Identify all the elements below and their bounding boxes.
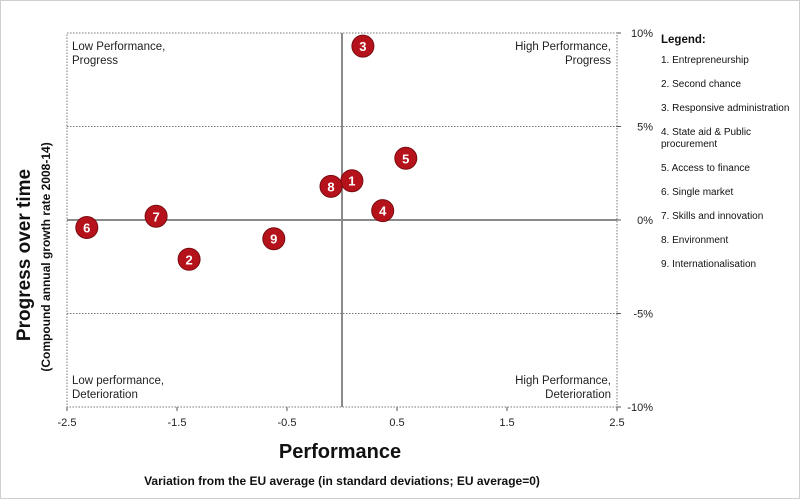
legend-item: 2. Second chance [661,79,742,90]
legend-item: 7. Skills and innovation [661,211,764,222]
x-tick-label: -2.5 [58,417,77,429]
data-points: 1 2 3 4 5 6 7 8 9 [75,34,418,271]
quadrant-label-top-right: High Performance, Progress [470,40,611,68]
legend-item: 8. Environment [661,235,729,246]
data-point-marker [262,227,286,251]
data-point-1: 1 [340,169,364,193]
y-tick-label: 10% [631,28,653,40]
data-point-2: 2 [177,247,201,271]
data-point-marker [371,199,395,223]
x-tick-label: -0.5 [278,417,297,429]
quadrant-label-line: High Performance, [515,375,611,387]
quadrant-label-line: High Performance, [515,41,611,53]
data-point-label: 4 [379,204,387,219]
quadrant-label-top-left: Low Performance, Progress [72,40,165,68]
quadrant-label-line: Progress [72,55,119,67]
x-tick-label: 2.5 [609,417,624,429]
data-point-label: 2 [185,252,192,267]
legend-item: 6. Single market [661,187,734,198]
data-point-marker [177,247,201,271]
data-point-4: 4 [371,199,395,223]
y-tick-label: 5% [637,122,653,134]
data-point-7: 7 [144,204,168,228]
quadrant-label-line: Deterioration [545,389,611,401]
data-point-marker [75,215,99,239]
y-tick-label: -5% [633,309,653,321]
x-tick-label: -1.5 [168,417,187,429]
legend-item: 5. Access to finance [661,163,750,174]
quadrant-label-line: Progress [564,55,611,67]
y-axis-title: Progress over time [14,169,35,341]
legend-title: Legend: [661,34,706,46]
x-axis-subtitle: Variation from the EU average (in standa… [144,474,540,488]
data-point-label: 5 [402,151,409,166]
data-point-label: 3 [359,39,366,54]
data-point-3: 3 [351,34,375,58]
data-point-label: 7 [152,209,159,224]
x-axis-title: Performance [278,441,402,463]
y-tick-label: 0% [637,215,653,227]
data-point-marker [319,174,343,198]
legend: Legend: 1. Entrepreneurship 2. Second ch… [661,34,799,283]
x-tick-label: 1.5 [499,417,514,429]
quadrant-label-bottom-left: Low performance, Deterioration [72,374,164,402]
data-point-label: 9 [270,232,277,247]
tick-labels: -2.5 -1.5 -0.5 0.5 1.5 2.5 10% 5% 0% -5% -10% [58,28,654,429]
legend-item: 9. Internationalisation [661,259,757,270]
data-point-label: 1 [348,174,355,189]
data-point-marker [144,204,168,228]
data-point-marker [394,146,418,170]
quadrant-label-bottom-right: High Performance, Deterioration [470,374,611,402]
data-point-9: 9 [262,227,286,251]
y-tick-label: -10% [627,402,653,414]
data-point-marker [351,34,375,58]
data-point-label: 8 [327,179,334,194]
data-point-5: 5 [394,146,418,170]
x-tick-label: 0.5 [389,417,404,429]
quadrant-label-line: Low performance, [72,375,165,387]
legend-item: 3. Responsive administration [661,103,790,114]
data-point-6: 6 [75,215,99,239]
data-point-label: 6 [83,220,90,235]
y-axis-subtitle: (Compound annual growth rate 2008-14) [39,142,53,371]
quadrant-label-line: Low Performance, [72,41,166,53]
legend-item: 4. State aid & Public procurement [661,127,752,150]
data-point-8: 8 [319,174,343,198]
quadrant-label-line: Deterioration [72,389,138,401]
legend-item: 1. Entrepreneurship [661,55,749,66]
